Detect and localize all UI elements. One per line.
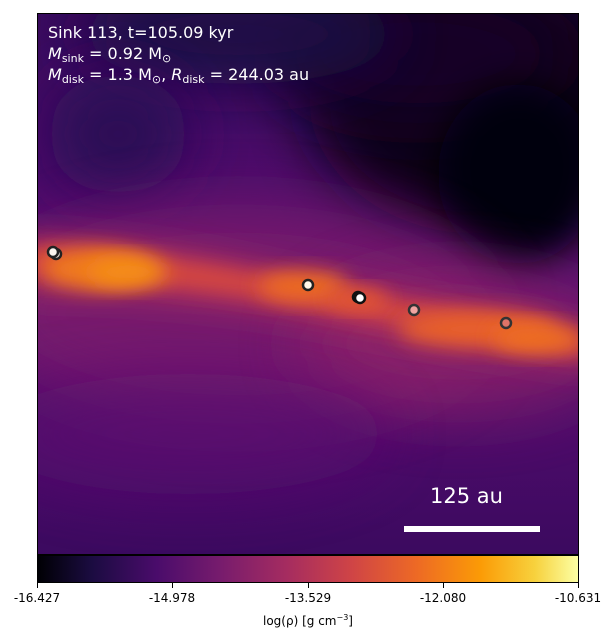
sink-marker	[301, 278, 315, 292]
density-map	[38, 14, 578, 554]
colorbar-tick-label: -16.427	[13, 591, 61, 605]
colorbar-tick-label: -10.631	[554, 591, 602, 605]
sink-title: Sink 113, t=105.09 kyr	[48, 23, 234, 42]
scale-bar-label: 125 au	[430, 484, 503, 508]
scale-bar	[404, 526, 540, 532]
colorbar-tick	[578, 583, 579, 588]
sink-marker	[407, 303, 421, 317]
colorbar-tick	[443, 583, 444, 588]
sink-particles	[46, 245, 513, 330]
colorbar-label: log(ρ) [g cm−3]	[263, 613, 353, 628]
sink-marker	[46, 245, 60, 259]
colorbar-tick-label: -14.978	[148, 591, 196, 605]
low-density-cavity	[48, 14, 578, 264]
colorbar-tick	[308, 583, 309, 588]
sink-marker	[353, 291, 367, 305]
colorbar-tick-label: -13.529	[284, 591, 332, 605]
disk-properties-text: Mdisk = 1.3 M⊙, Rdisk = 244.03 au	[48, 65, 310, 86]
colorbar-tick	[37, 583, 38, 588]
colorbar-tick	[172, 583, 173, 588]
colorbar-tick-label: -12.080	[419, 591, 467, 605]
sink-marker	[499, 316, 513, 330]
sink-mass-text: Msink = 0.92 M⊙	[48, 44, 172, 65]
density-map-panel: Sink 113, t=105.09 kyr Msink = 0.92 M⊙ M…	[37, 13, 579, 555]
colorbar	[37, 555, 579, 583]
